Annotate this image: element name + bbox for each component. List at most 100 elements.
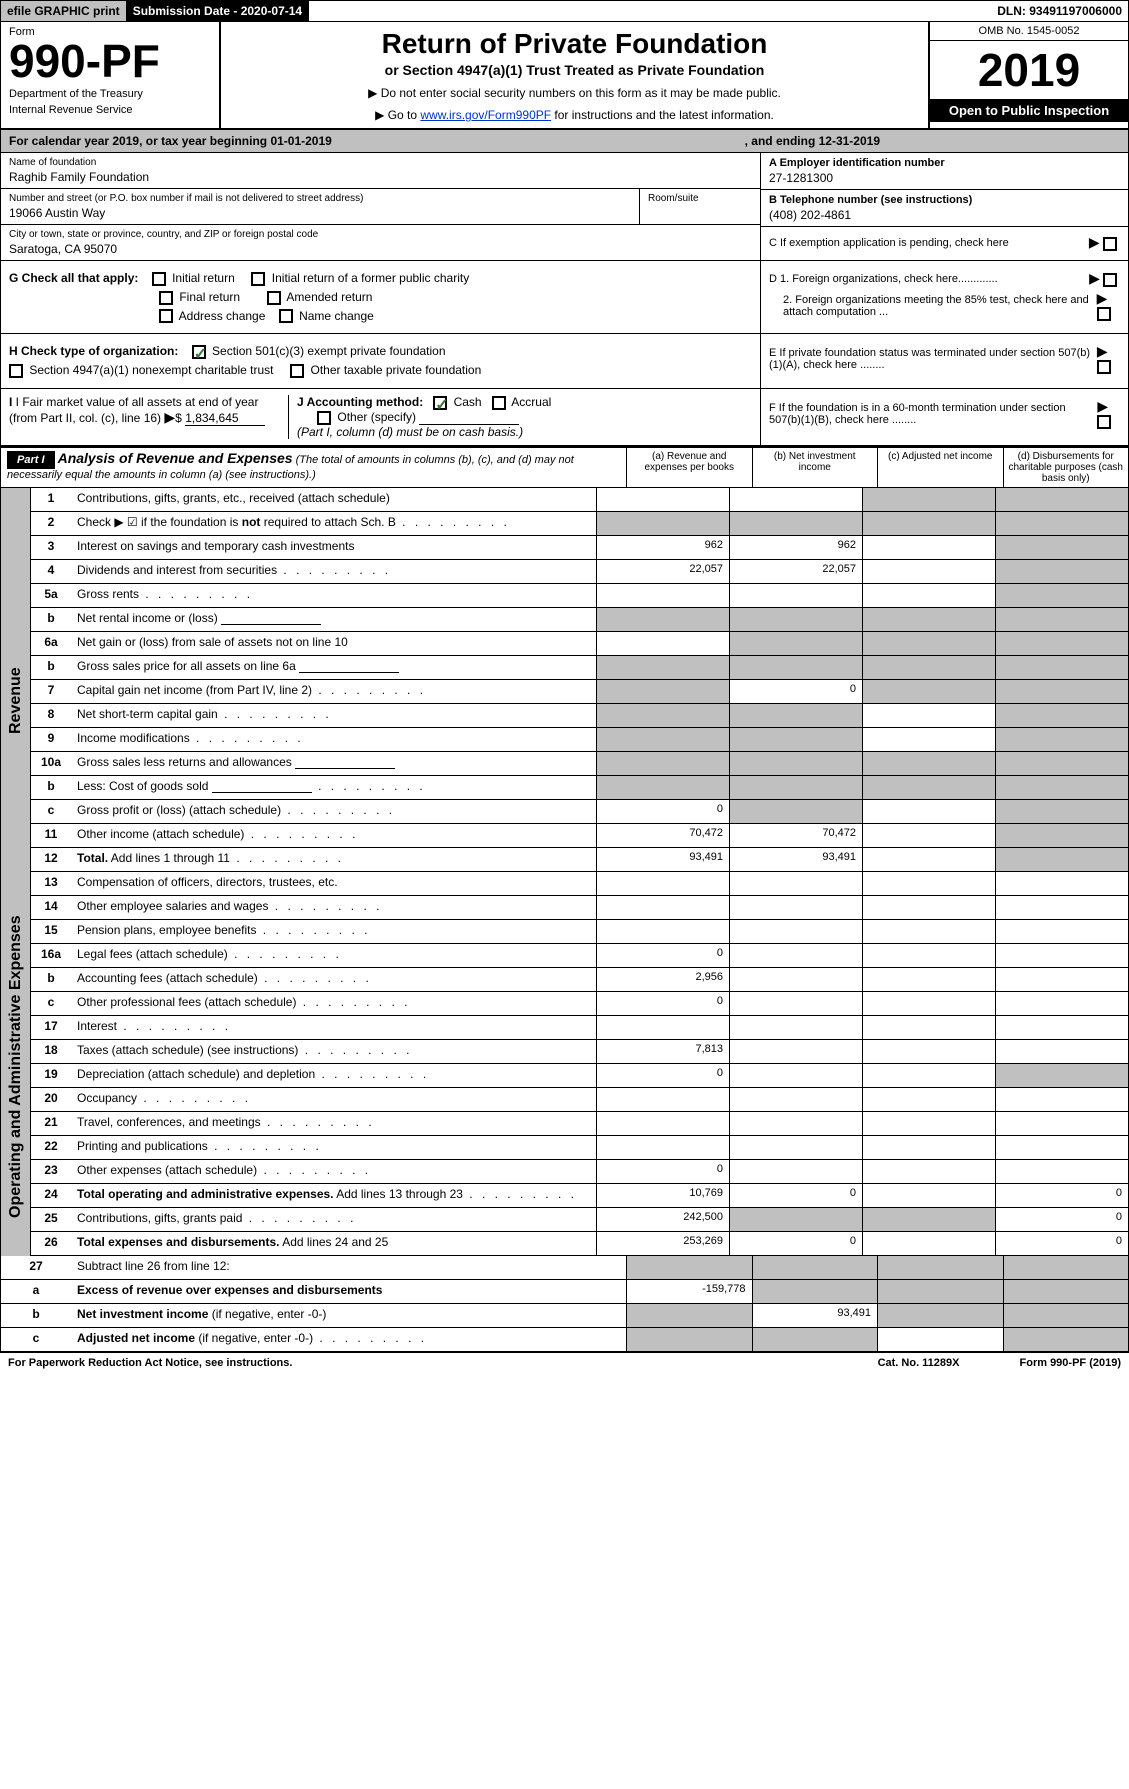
footer: For Paperwork Reduction Act Notice, see …	[0, 1353, 1129, 1373]
line-row: 21Travel, conferences, and meetings	[31, 1112, 1128, 1136]
j-accrual: Accrual	[511, 395, 551, 409]
cell-gray	[729, 1208, 862, 1231]
check-final[interactable]	[159, 291, 173, 305]
line-row: 11Other income (attach schedule)70,47270…	[31, 824, 1128, 848]
omb-number: OMB No. 1545-0052	[930, 22, 1128, 41]
cell-value: 70,472	[729, 824, 862, 847]
check-name-change[interactable]	[279, 309, 293, 323]
cell-value	[995, 1040, 1128, 1063]
cell-value	[729, 896, 862, 919]
check-4947[interactable]	[9, 364, 23, 378]
j-note: (Part I, column (d) must be on cash basi…	[297, 425, 523, 439]
cell-gray	[995, 632, 1128, 655]
line-number: c	[31, 992, 71, 1015]
addr-label: Number and street (or P.O. box number if…	[9, 193, 631, 204]
line-row: 5aGross rents	[31, 584, 1128, 608]
col-c-header: (c) Adjusted net income	[877, 448, 1003, 487]
d1-label: D 1. Foreign organizations, check here..…	[769, 273, 998, 285]
submission-date: Submission Date - 2020-07-14	[127, 1, 309, 21]
form-subtitle: or Section 4947(a)(1) Trust Treated as P…	[227, 62, 922, 78]
cell-gray	[752, 1280, 878, 1303]
e-checkbox[interactable]	[1097, 360, 1111, 374]
cell-value	[729, 1064, 862, 1087]
street-address: 19066 Austin Way	[9, 206, 631, 220]
line-row: cOther professional fees (attach schedul…	[31, 992, 1128, 1016]
line-row: 10aGross sales less returns and allowanc…	[31, 752, 1128, 776]
cell-value	[596, 1016, 729, 1039]
line-row: 27Subtract line 26 from line 12:	[1, 1256, 1128, 1280]
line-desc: Other professional fees (attach schedule…	[71, 992, 596, 1015]
cell-gray	[862, 512, 995, 535]
check-other-method[interactable]	[317, 411, 331, 425]
cell-gray	[995, 1064, 1128, 1087]
cell-value	[995, 968, 1128, 991]
check-initial[interactable]	[152, 272, 166, 286]
cell-value	[729, 584, 862, 607]
f-checkbox[interactable]	[1097, 415, 1111, 429]
cell-gray	[995, 488, 1128, 511]
header-left: Form 990-PF Department of the Treasury I…	[1, 22, 221, 128]
cell-value	[729, 1040, 862, 1063]
cell-gray	[596, 704, 729, 727]
cell-value: 0	[596, 1064, 729, 1087]
cell-gray	[729, 704, 862, 727]
note-ssn: ▶ Do not enter social security numbers o…	[227, 86, 922, 100]
cell-value: -159,778	[626, 1280, 752, 1303]
ein-label: A Employer identification number	[769, 157, 1120, 169]
cell-value	[862, 1088, 995, 1111]
irs-link[interactable]: www.irs.gov/Form990PF	[420, 108, 551, 122]
line-number: 1	[31, 488, 71, 511]
d2-checkbox[interactable]	[1097, 307, 1111, 321]
topbar: efile GRAPHIC print Submission Date - 20…	[1, 1, 1128, 22]
line-row: bNet rental income or (loss)	[31, 608, 1128, 632]
cell-value	[995, 1088, 1128, 1111]
opt-name: Name change	[299, 309, 374, 323]
cell-value	[862, 872, 995, 895]
line-desc: Check ▶ ☑ if the foundation is not requi…	[71, 512, 596, 535]
check-row-g: G Check all that apply: Initial return I…	[1, 261, 1128, 334]
check-accrual[interactable]	[492, 396, 506, 410]
line-number: 5a	[31, 584, 71, 607]
check-initial-former[interactable]	[251, 272, 265, 286]
line-desc: Taxes (attach schedule) (see instruction…	[71, 1040, 596, 1063]
check-501c3[interactable]	[192, 345, 206, 359]
line-row: bNet investment income (if negative, ent…	[1, 1304, 1128, 1328]
cell-value	[596, 1088, 729, 1111]
efile-label: efile GRAPHIC print	[1, 1, 127, 21]
line-row: 8Net short-term capital gain	[31, 704, 1128, 728]
h-label: H Check type of organization:	[9, 344, 178, 358]
cell-value: 0	[995, 1232, 1128, 1255]
check-other-taxable[interactable]	[290, 364, 304, 378]
check-amended[interactable]	[267, 291, 281, 305]
dln: DLN: 93491197006000	[991, 1, 1128, 21]
line-number: 19	[31, 1064, 71, 1087]
line-desc: Gross profit or (loss) (attach schedule)	[71, 800, 596, 823]
cell-gray	[995, 608, 1128, 631]
cell-value	[729, 944, 862, 967]
line-number: 27	[1, 1256, 71, 1279]
i-value: 1,834,645	[185, 411, 265, 426]
check-address[interactable]	[159, 309, 173, 323]
cell-value	[729, 1088, 862, 1111]
line-desc: Total expenses and disbursements. Add li…	[71, 1232, 596, 1255]
tel-value: (408) 202-4861	[769, 208, 1120, 222]
line-number: 10a	[31, 752, 71, 775]
line-desc: Interest on savings and temporary cash i…	[71, 536, 596, 559]
header-center: Return of Private Foundation or Section …	[221, 22, 928, 128]
cell-value	[862, 824, 995, 847]
line-desc: Interest	[71, 1016, 596, 1039]
c-checkbox[interactable]	[1103, 237, 1117, 251]
form-number: 990-PF	[9, 38, 211, 84]
check-cash[interactable]	[433, 396, 447, 410]
cell-value	[862, 1160, 995, 1183]
form-title: Return of Private Foundation	[227, 28, 922, 60]
cal-end: , and ending 12-31-2019	[745, 134, 880, 148]
cell-value: 0	[729, 1232, 862, 1255]
line-row: 25Contributions, gifts, grants paid242,5…	[31, 1208, 1128, 1232]
line-number: b	[31, 776, 71, 799]
line-row: cAdjusted net income (if negative, enter…	[1, 1328, 1128, 1352]
d1-checkbox[interactable]	[1103, 273, 1117, 287]
cell-gray	[729, 752, 862, 775]
expense-section: Operating and Administrative Expenses 13…	[1, 872, 1128, 1256]
cell-gray	[729, 656, 862, 679]
